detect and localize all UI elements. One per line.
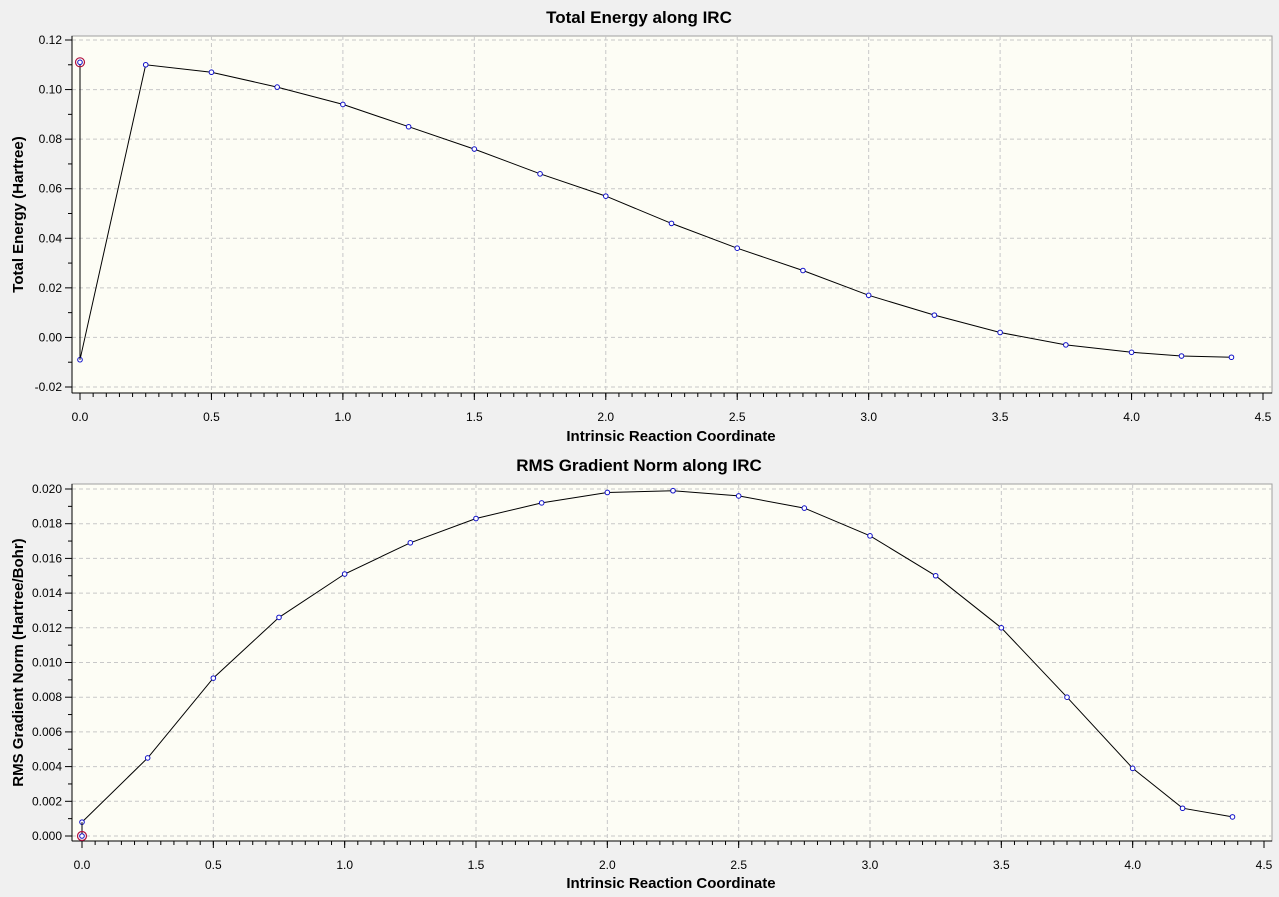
y-tick-label: 0.006 (32, 725, 62, 739)
x-axis-label: Intrinsic Reaction Coordinate (566, 875, 775, 892)
y-axis-label: RMS Gradient Norm (Hartree/Bohr) (10, 538, 27, 786)
x-tick-label: 2.0 (599, 858, 616, 872)
current-point-dot (79, 833, 85, 839)
gradient-point (1129, 765, 1136, 772)
x-tick-label: 4.5 (1255, 410, 1272, 424)
x-tick-label: 0.5 (205, 858, 222, 872)
energy-point (668, 220, 675, 227)
energy-point (340, 101, 346, 108)
gradient-point (210, 675, 217, 681)
energy-point (1178, 353, 1185, 359)
x-tick-label: 4.0 (1123, 410, 1140, 424)
y-axis-label: Total Energy (Hartree) (10, 136, 27, 292)
gradient-point (670, 487, 676, 494)
energy-point (734, 245, 741, 251)
rms-gradient-chart: RMS Gradient Norm along IRC 0.000 0.002 0.0… (10, 456, 1273, 892)
y-tick-label: 0.012 (32, 621, 62, 635)
gradient-point (276, 614, 282, 621)
gradient-point (735, 493, 742, 499)
energy-point (865, 292, 872, 299)
x-tick-label: 1.0 (336, 858, 353, 872)
x-tick-label: 0.0 (74, 858, 91, 872)
gradient-point (1229, 814, 1236, 820)
y-tick-label: 0.06 (39, 182, 63, 196)
x-tick-label: 0.5 (203, 410, 220, 424)
x-tick-label: 2.5 (729, 410, 746, 424)
energy-point (405, 123, 412, 130)
energy-point (602, 193, 609, 199)
gradient-point (1179, 805, 1186, 812)
y-tick-label: 0.018 (32, 517, 62, 531)
x-tick-label: 2.0 (597, 410, 614, 424)
current-point-dot (77, 59, 83, 66)
x-tick-label: 3.5 (992, 410, 1009, 424)
gradient-point (932, 572, 939, 579)
y-tick-label: 0.000 (32, 829, 62, 843)
energy-point (931, 312, 938, 318)
gradient-point (604, 489, 611, 496)
x-axis-label: Intrinsic Reaction Coordinate (566, 428, 775, 445)
y-tick-label: 0.010 (32, 656, 62, 670)
gradient-point (473, 515, 479, 522)
plot-area (71, 483, 1273, 842)
gradient-point (801, 505, 808, 511)
current-point-marker (76, 830, 88, 842)
chart-title: RMS Gradient Norm along IRC (516, 456, 762, 475)
x-tick-label: 0.0 (72, 410, 89, 424)
y-tick-label: 0.004 (32, 760, 62, 774)
gradient-point (538, 500, 545, 506)
x-tick-label: 1.0 (335, 410, 352, 424)
gradient-point (407, 539, 414, 546)
gradient-point (341, 571, 348, 577)
y-tick-label: 0.014 (32, 586, 62, 600)
energy-point (1063, 342, 1069, 348)
y-tick-label: 0.08 (39, 132, 63, 146)
energy-point (800, 267, 806, 274)
energy-point (274, 84, 280, 90)
x-tick-label: 1.5 (468, 858, 485, 872)
x-tick-label: 4.5 (1256, 858, 1273, 872)
x-tick-label: 3.5 (993, 858, 1010, 872)
y-tick-label: 0.10 (39, 83, 63, 97)
y-tick-label: 0.020 (32, 482, 62, 496)
x-tick-label: 3.0 (862, 858, 879, 872)
gradient-point (1064, 694, 1070, 700)
energy-point (471, 146, 478, 152)
plot-area (71, 35, 1273, 394)
x-tick-label: 2.5 (730, 858, 747, 872)
y-tick-label: 0.04 (39, 231, 63, 245)
current-point-marker (74, 57, 86, 68)
y-tick-label: 0.02 (39, 281, 63, 295)
gradient-point (867, 533, 873, 539)
chart-title: Total Energy along IRC (546, 8, 732, 27)
gradient-point (144, 755, 151, 761)
y-tick-label: 0.00 (39, 330, 63, 344)
y-tick-label: 0.12 (39, 33, 63, 47)
energy-point (537, 171, 543, 177)
x-tick-label: 3.0 (860, 410, 877, 424)
y-tick-label: -0.02 (35, 380, 63, 394)
energy-point (1128, 349, 1135, 356)
energy-point (142, 61, 149, 68)
x-tick-label: 4.0 (1124, 858, 1141, 872)
energy-point (997, 329, 1003, 336)
y-tick-label: 0.008 (32, 690, 62, 704)
y-tick-label: 0.002 (32, 794, 62, 808)
energy-point (1228, 354, 1235, 361)
total-energy-chart: Total Energy along IRC -0.02 0.00 0.02 0.04 0… (10, 8, 1273, 445)
gradient-point (998, 625, 1005, 631)
y-tick-label: 0.016 (32, 551, 62, 565)
x-tick-label: 1.5 (466, 410, 483, 424)
energy-point (208, 69, 215, 76)
